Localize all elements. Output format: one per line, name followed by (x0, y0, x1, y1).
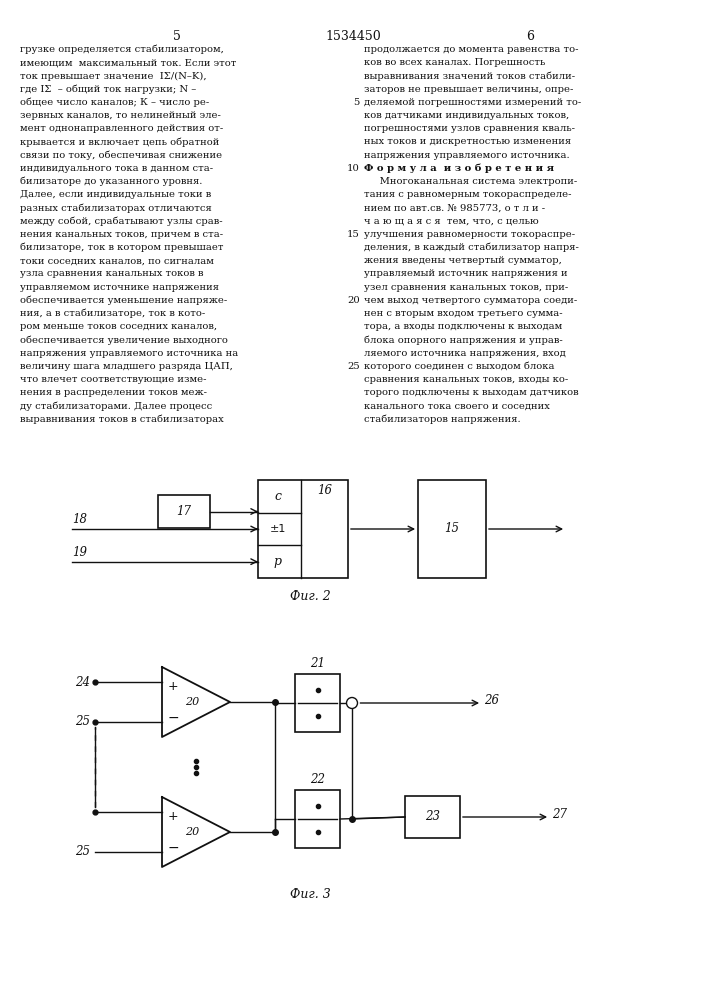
Text: Далее, если индивидуальные токи в: Далее, если индивидуальные токи в (20, 190, 211, 199)
Text: ч а ю щ а я с я  тем, что, с целью: ч а ю щ а я с я тем, что, с целью (364, 217, 539, 226)
Text: чем выход четвертого сумматора соеди-: чем выход четвертого сумматора соеди- (364, 296, 577, 305)
Text: общее число каналов; К – число ре-: общее число каналов; К – число ре- (20, 98, 209, 107)
Text: выравнивания значений токов стабили-: выравнивания значений токов стабили- (364, 71, 575, 81)
Text: 20: 20 (347, 296, 360, 305)
Text: погрешностями узлов сравнения кваль-: погрешностями узлов сравнения кваль- (364, 124, 575, 133)
Text: 23: 23 (425, 810, 440, 824)
Circle shape (346, 698, 358, 708)
Text: выравнивания токов в стабилизаторах: выравнивания токов в стабилизаторах (20, 415, 223, 424)
Text: −: − (168, 711, 180, 725)
Text: управляемый источник напряжения и: управляемый источник напряжения и (364, 269, 568, 278)
Text: 25: 25 (75, 845, 90, 858)
Text: обеспечивается увеличение выходного: обеспечивается увеличение выходного (20, 335, 228, 345)
Bar (258, 480, 348, 578)
Text: c: c (274, 490, 281, 503)
Text: ду стабилизаторами. Далее процесс: ду стабилизаторами. Далее процесс (20, 401, 212, 411)
Text: 20: 20 (185, 827, 199, 837)
Text: 6: 6 (526, 30, 534, 43)
Text: билизаторе, ток в котором превышает: билизаторе, ток в котором превышает (20, 243, 223, 252)
Text: 10: 10 (347, 164, 360, 173)
Text: нием по авт.св. № 985773, о т л и -: нием по авт.св. № 985773, о т л и - (364, 203, 545, 212)
Text: ния, а в стабилизаторе, ток в кото-: ния, а в стабилизаторе, ток в кото- (20, 309, 205, 318)
Text: зервных каналов, то нелинейный эле-: зервных каналов, то нелинейный эле- (20, 111, 221, 120)
Text: 25: 25 (347, 362, 360, 371)
Text: 19: 19 (72, 546, 87, 559)
Text: улучшения равномерности токораспре-: улучшения равномерности токораспре- (364, 230, 575, 239)
Text: 22: 22 (310, 773, 325, 786)
Text: нения канальных токов, причем в ста-: нения канальных токов, причем в ста- (20, 230, 223, 239)
Text: Многоканальная система электропи-: Многоканальная система электропи- (364, 177, 577, 186)
Bar (295, 674, 340, 732)
Text: 15: 15 (445, 522, 460, 536)
Text: +: + (168, 680, 179, 692)
Polygon shape (162, 667, 230, 737)
Text: жения введены четвертый сумматор,: жения введены четвертый сумматор, (364, 256, 562, 265)
Text: 20: 20 (185, 697, 199, 707)
Text: индивидуального тока в данном ста-: индивидуального тока в данном ста- (20, 164, 213, 173)
Text: тора, а входы подключены к выходам: тора, а входы подключены к выходам (364, 322, 562, 331)
Text: что влечет соответствующие изме-: что влечет соответствующие изме- (20, 375, 206, 384)
Text: нения в распределении токов меж-: нения в распределении токов меж- (20, 388, 207, 397)
Polygon shape (162, 797, 230, 867)
Text: билизаторе до указанного уровня.: билизаторе до указанного уровня. (20, 177, 202, 186)
Text: между собой, срабатывают узлы срав-: между собой, срабатывают узлы срав- (20, 217, 223, 226)
Text: 26: 26 (484, 694, 499, 708)
Text: узел сравнения канальных токов, при-: узел сравнения канальных токов, при- (364, 283, 568, 292)
Text: которого соединен с выходом блока: которого соединен с выходом блока (364, 362, 554, 371)
Text: 25: 25 (75, 715, 90, 728)
Text: 24: 24 (75, 676, 90, 689)
Text: 1534450: 1534450 (325, 30, 381, 43)
Text: узла сравнения канальных токов в: узла сравнения канальных токов в (20, 269, 204, 278)
Text: стабилизаторов напряжения.: стабилизаторов напряжения. (364, 415, 520, 424)
Text: 21: 21 (310, 657, 325, 670)
Text: 16: 16 (317, 484, 332, 496)
Text: крывается и включает цепь обратной: крывается и включает цепь обратной (20, 137, 219, 147)
Text: сравнения канальных токов, входы ко-: сравнения канальных токов, входы ко- (364, 375, 568, 384)
Bar (295, 790, 340, 848)
Text: продолжается до момента равенства то-: продолжается до момента равенства то- (364, 45, 578, 54)
Text: связи по току, обеспечивая снижение: связи по току, обеспечивая снижение (20, 151, 222, 160)
Bar (418, 480, 486, 578)
Text: −: − (168, 841, 180, 855)
Text: токи соседних каналов, по сигналам: токи соседних каналов, по сигналам (20, 256, 214, 265)
Text: напряжения управляемого источника на: напряжения управляемого источника на (20, 349, 238, 358)
Text: где IΣ  – общий ток нагрузки; N –: где IΣ – общий ток нагрузки; N – (20, 85, 197, 94)
Text: мент однонаправленного действия от-: мент однонаправленного действия от- (20, 124, 223, 133)
Text: напряжения управляемого источника.: напряжения управляемого источника. (364, 151, 570, 160)
Text: 27: 27 (552, 808, 567, 822)
Text: разных стабилизаторах отличаются: разных стабилизаторах отличаются (20, 203, 212, 213)
Text: ков во всех каналах. Погрешность: ков во всех каналах. Погрешность (364, 58, 545, 67)
Text: ток превышает значение  IΣ/(N–K),: ток превышает значение IΣ/(N–K), (20, 71, 206, 81)
Text: 5: 5 (354, 98, 360, 107)
Text: ром меньше токов соседних каналов,: ром меньше токов соседних каналов, (20, 322, 217, 331)
Text: торого подключены к выходам датчиков: торого подключены к выходам датчиков (364, 388, 578, 397)
Text: тания с равномерным токораспределе-: тания с равномерным токораспределе- (364, 190, 571, 199)
Text: величину шага младшего разряда ЦАП,: величину шага младшего разряда ЦАП, (20, 362, 233, 371)
Bar (158, 495, 210, 528)
Text: 17: 17 (177, 505, 192, 518)
Text: Ф о р м у л а  и з о б р е т е н и я: Ф о р м у л а и з о б р е т е н и я (364, 164, 554, 173)
Text: грузке определяется стабилизатором,: грузке определяется стабилизатором, (20, 45, 224, 54)
Text: нен с вторым входом третьего сумма-: нен с вторым входом третьего сумма- (364, 309, 563, 318)
Text: заторов не превышает величины, опре-: заторов не превышает величины, опре- (364, 85, 573, 94)
Text: ных токов и дискретностью изменения: ных токов и дискретностью изменения (364, 137, 571, 146)
Text: деления, в каждый стабилизатор напря-: деления, в каждый стабилизатор напря- (364, 243, 579, 252)
Text: p: p (274, 555, 282, 568)
Text: ков датчиками индивидуальных токов,: ков датчиками индивидуальных токов, (364, 111, 569, 120)
Text: Фиг. 3: Фиг. 3 (290, 888, 330, 901)
Text: 15: 15 (347, 230, 360, 239)
Text: 5: 5 (173, 30, 181, 43)
Text: обеспечивается уменьшение напряже-: обеспечивается уменьшение напряже- (20, 296, 227, 305)
Text: имеющим  максимальный ток. Если этот: имеющим максимальный ток. Если этот (20, 58, 236, 67)
Text: 18: 18 (72, 513, 87, 526)
Bar (405, 796, 460, 838)
Text: управляемом источнике напряжения: управляемом источнике напряжения (20, 283, 219, 292)
Text: ±1: ±1 (269, 524, 286, 534)
Text: Фиг. 2: Фиг. 2 (290, 590, 330, 603)
Text: канального тока своего и соседних: канального тока своего и соседних (364, 401, 550, 410)
Text: +: + (168, 810, 179, 822)
Text: ляемого источника напряжения, вход: ляемого источника напряжения, вход (364, 349, 566, 358)
Text: деляемой погрешностями измерений то-: деляемой погрешностями измерений то- (364, 98, 581, 107)
Text: блока опорного напряжения и управ-: блока опорного напряжения и управ- (364, 335, 563, 345)
